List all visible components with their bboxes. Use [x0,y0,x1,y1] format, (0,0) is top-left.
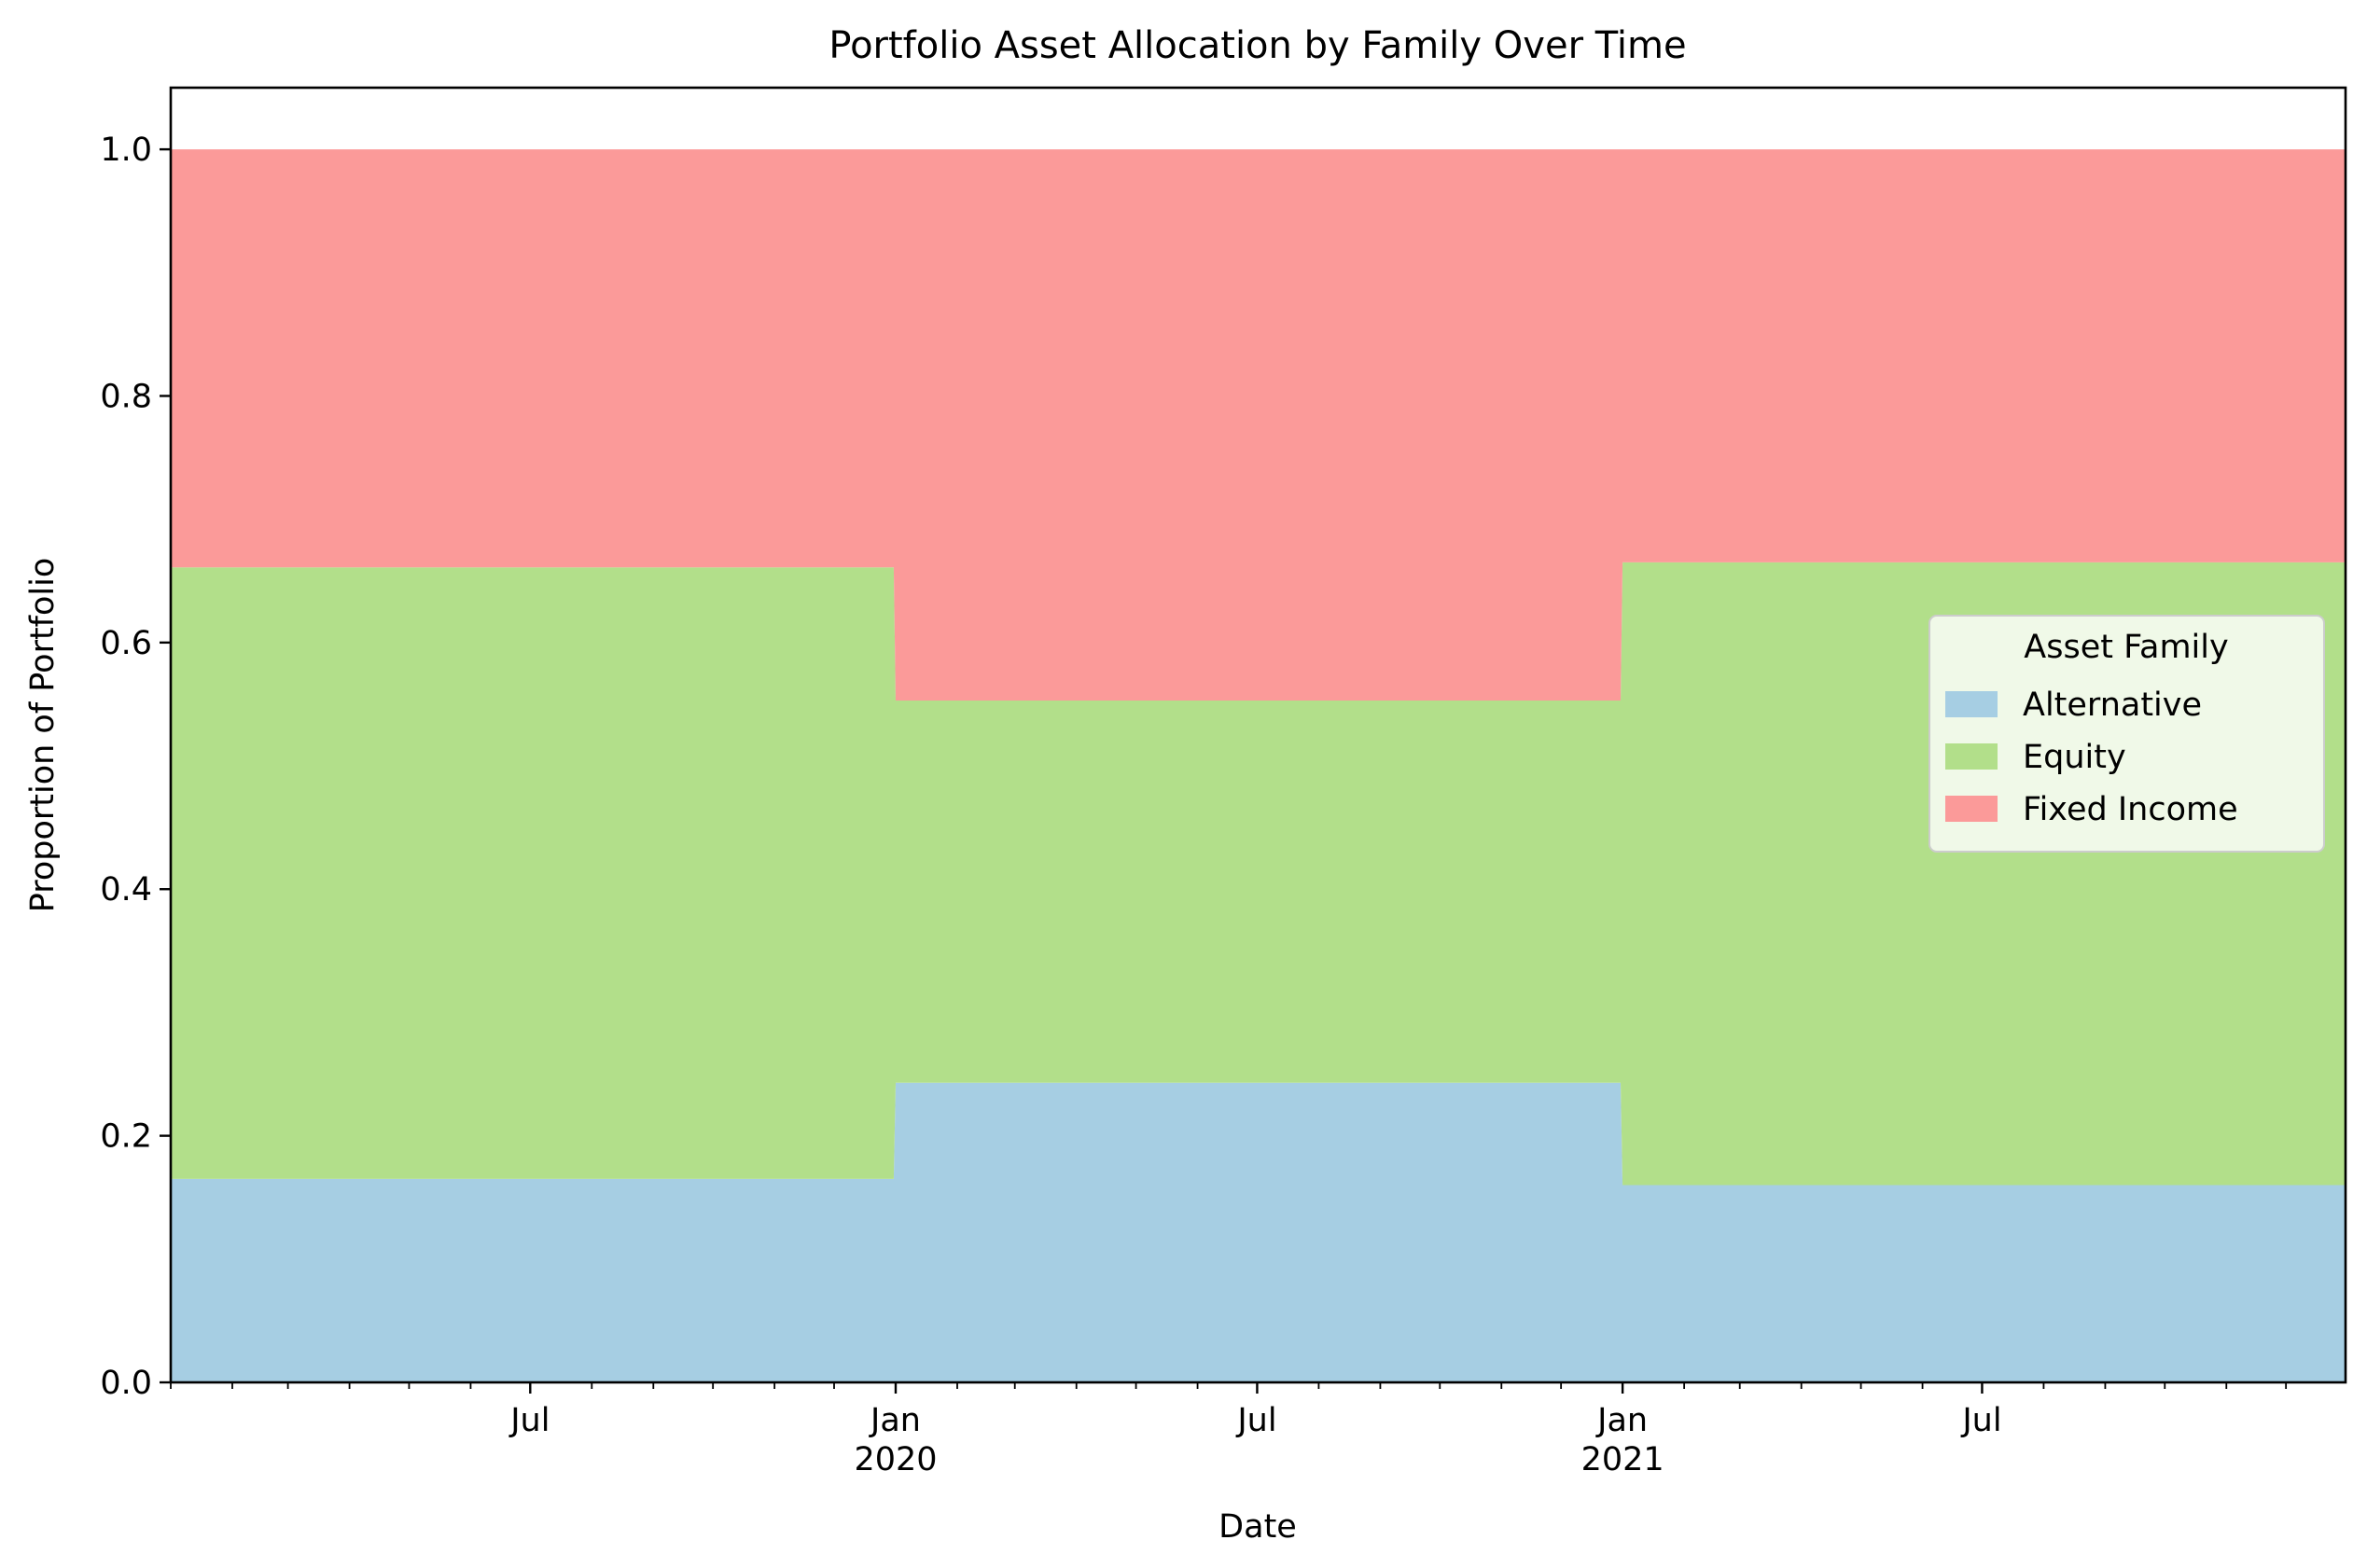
x-axis-label: Date [1218,1508,1297,1546]
area-fixed-income [171,149,2346,701]
y-tick-label: 0.2 [100,1118,152,1156]
y-axis-label: Proportion of Portfolio [24,558,62,913]
x-tick-year-label: 2021 [1581,1441,1664,1478]
x-tick-label: Jul [1960,1402,2001,1439]
x-tick-label: Jan [1595,1402,1648,1439]
y-axis: 0.0 0.2 0.4 0.6 0.8 1.0 [100,132,171,1402]
y-tick-label: 0.4 [100,871,152,909]
chart-title: Portfolio Asset Allocation by Family Ove… [828,24,1686,67]
y-tick-label: 0.6 [100,625,152,662]
area-alternative [171,1082,2346,1382]
legend-swatch [1945,796,1998,822]
y-tick-label: 0.0 [100,1365,152,1402]
area-layer [171,149,2346,1382]
x-tick-year-label: 2020 [854,1441,937,1478]
legend-label: Fixed Income [2023,791,2238,828]
legend-label: Equity [2023,739,2126,776]
area-equity [171,562,2346,1186]
x-tick-label: Jul [1235,1402,1276,1439]
x-tick-label: Jan [869,1402,921,1439]
y-tick-label: 1.0 [100,132,152,169]
legend-swatch [1945,743,1998,770]
legend-swatch [1945,691,1998,717]
y-tick-label: 0.8 [100,378,152,415]
legend-title: Asset Family [2024,629,2228,666]
legend: Asset Family Alternative Equity Fixed Inco… [1928,615,2325,853]
legend-box [1928,615,2325,853]
x-tick-label: Jul [508,1402,550,1439]
legend-label: Alternative [2023,687,2202,724]
